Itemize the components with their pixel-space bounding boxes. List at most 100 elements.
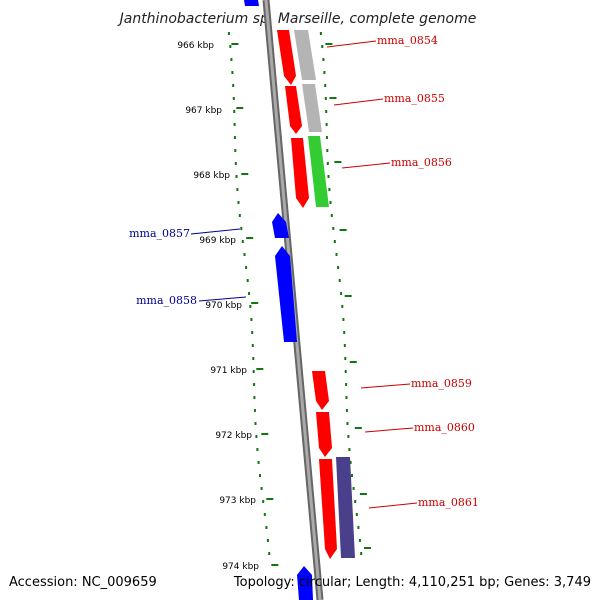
right-track-dot	[325, 136, 328, 139]
right-track-dot	[326, 162, 329, 165]
right-track-dot	[346, 422, 349, 425]
right-track-dot	[340, 292, 343, 295]
right-track-dot	[321, 45, 324, 48]
tick-label-966: 966 kbp	[177, 41, 214, 51]
gene-features	[244, 0, 355, 600]
right-track-dot	[330, 214, 333, 217]
right-track-dot	[335, 253, 338, 256]
gene-label-mma_0859[interactable]: mma_0859	[411, 377, 472, 390]
tick-label-969: 969 kbp	[199, 236, 236, 246]
gene-arrow-mma_0854[interactable]	[277, 30, 296, 85]
right-track-dot	[323, 71, 326, 74]
left-track-dot	[250, 318, 253, 321]
right-track-dot	[325, 123, 328, 126]
left-track-dot	[240, 227, 243, 230]
tick-label-968: 968 kbp	[193, 171, 230, 181]
purple-feature-0861	[336, 457, 355, 558]
gene-label-mma_0857[interactable]: mma_0857	[129, 227, 190, 240]
left-track-dot	[233, 136, 236, 139]
right-track-dot	[348, 448, 351, 451]
left-track-dot	[248, 292, 251, 295]
right-track-dot	[351, 474, 353, 477]
left-track-dot	[232, 84, 235, 87]
left-track-dot	[227, 32, 230, 35]
left-track-dot	[235, 175, 238, 178]
right-track-dot	[338, 279, 341, 282]
tick-label-970: 970 kbp	[205, 301, 242, 311]
green-feature-0856	[308, 136, 329, 207]
left-track-dot	[268, 552, 271, 555]
right-track-dot	[358, 539, 361, 542]
gene-arrow-partial-bottom[interactable]	[297, 566, 313, 600]
tick-marks	[231, 43, 371, 566]
right-track-dot	[343, 344, 346, 347]
left-track-dot	[256, 448, 259, 451]
right-track-dot	[354, 500, 357, 503]
right-track-dot	[332, 227, 335, 230]
right-track-dot	[342, 318, 345, 321]
left-track-dot	[236, 188, 239, 191]
genome-summary-text: Topology: circular; Length: 4,110,251 bp…	[233, 575, 591, 590]
gene-arrow-mma_0857[interactable]	[272, 213, 289, 238]
right-track-dot	[347, 435, 350, 438]
left-track-dot	[232, 97, 235, 100]
right-track-dot	[328, 188, 331, 191]
tick-label-972: 972 kbp	[215, 431, 252, 441]
left-track-dot	[251, 344, 254, 347]
gene-arrow-mma_0861[interactable]	[319, 459, 337, 559]
tick-labels: 966 kbp 967 kbp 968 kbp 969 kbp 970 kbp …	[177, 41, 259, 572]
right-track-dot	[324, 84, 327, 87]
right-track-dot	[333, 240, 336, 243]
right-track-dot	[357, 526, 360, 529]
tick-label-967: 967 kbp	[185, 106, 222, 116]
gene-arrow-partial-top[interactable]	[244, 0, 259, 6]
gene-leader-lines	[190, 40, 418, 509]
gene-arrow-mma_0855[interactable]	[285, 86, 302, 134]
dotted-tracks	[227, 32, 363, 555]
gray-feature-0855	[302, 84, 322, 132]
right-track-dot	[325, 110, 328, 113]
right-track-dot	[324, 97, 327, 100]
gene-arrow-mma_0860[interactable]	[316, 412, 332, 457]
right-track-dot	[344, 357, 347, 360]
left-track-dot	[259, 474, 261, 477]
left-track-dot	[233, 110, 236, 113]
left-track-dot	[253, 409, 256, 412]
left-track-dot	[260, 487, 263, 490]
right-track-dot	[355, 513, 358, 516]
right-track-dot	[343, 331, 346, 334]
gene-label-mma_0858[interactable]: mma_0858	[136, 294, 197, 307]
left-track-dot	[238, 214, 241, 217]
left-track-dot	[251, 331, 254, 334]
right-track-dot	[345, 383, 348, 386]
right-track-dot	[345, 409, 348, 412]
left-track-dot	[234, 162, 237, 165]
left-track-dot	[263, 513, 266, 516]
right-track-dot	[341, 305, 344, 308]
right-track-dot	[326, 149, 329, 152]
gene-arrow-mma_0858[interactable]	[275, 246, 297, 342]
gene-label-mma_0855[interactable]: mma_0855	[384, 92, 445, 105]
left-track-dot	[262, 500, 265, 503]
gene-arrow-mma_0859[interactable]	[312, 371, 329, 410]
left-track-dot	[266, 539, 269, 542]
tick-label-973: 973 kbp	[219, 496, 256, 506]
left-track-dot	[253, 396, 256, 399]
left-track-dot	[252, 370, 255, 373]
gene-labels: mma_0854 mma_0855 mma_0856 mma_0857 mma_…	[129, 34, 479, 509]
tick-label-971: 971 kbp	[210, 366, 247, 376]
gene-label-mma_0860[interactable]: mma_0860	[414, 421, 475, 434]
gene-arrow-mma_0856[interactable]	[291, 138, 309, 208]
right-track-dot	[352, 487, 355, 490]
left-track-dot	[229, 45, 232, 48]
right-track-dot	[344, 370, 347, 373]
gene-label-mma_0856[interactable]: mma_0856	[391, 156, 452, 169]
left-track-dot	[230, 58, 233, 61]
right-track-dot	[337, 266, 340, 269]
gene-label-mma_0861[interactable]: mma_0861	[418, 496, 479, 509]
right-track-dot	[360, 552, 363, 555]
right-track-dot	[329, 201, 332, 204]
gene-label-mma_0854[interactable]: mma_0854	[377, 34, 438, 47]
left-track-dot	[254, 422, 257, 425]
